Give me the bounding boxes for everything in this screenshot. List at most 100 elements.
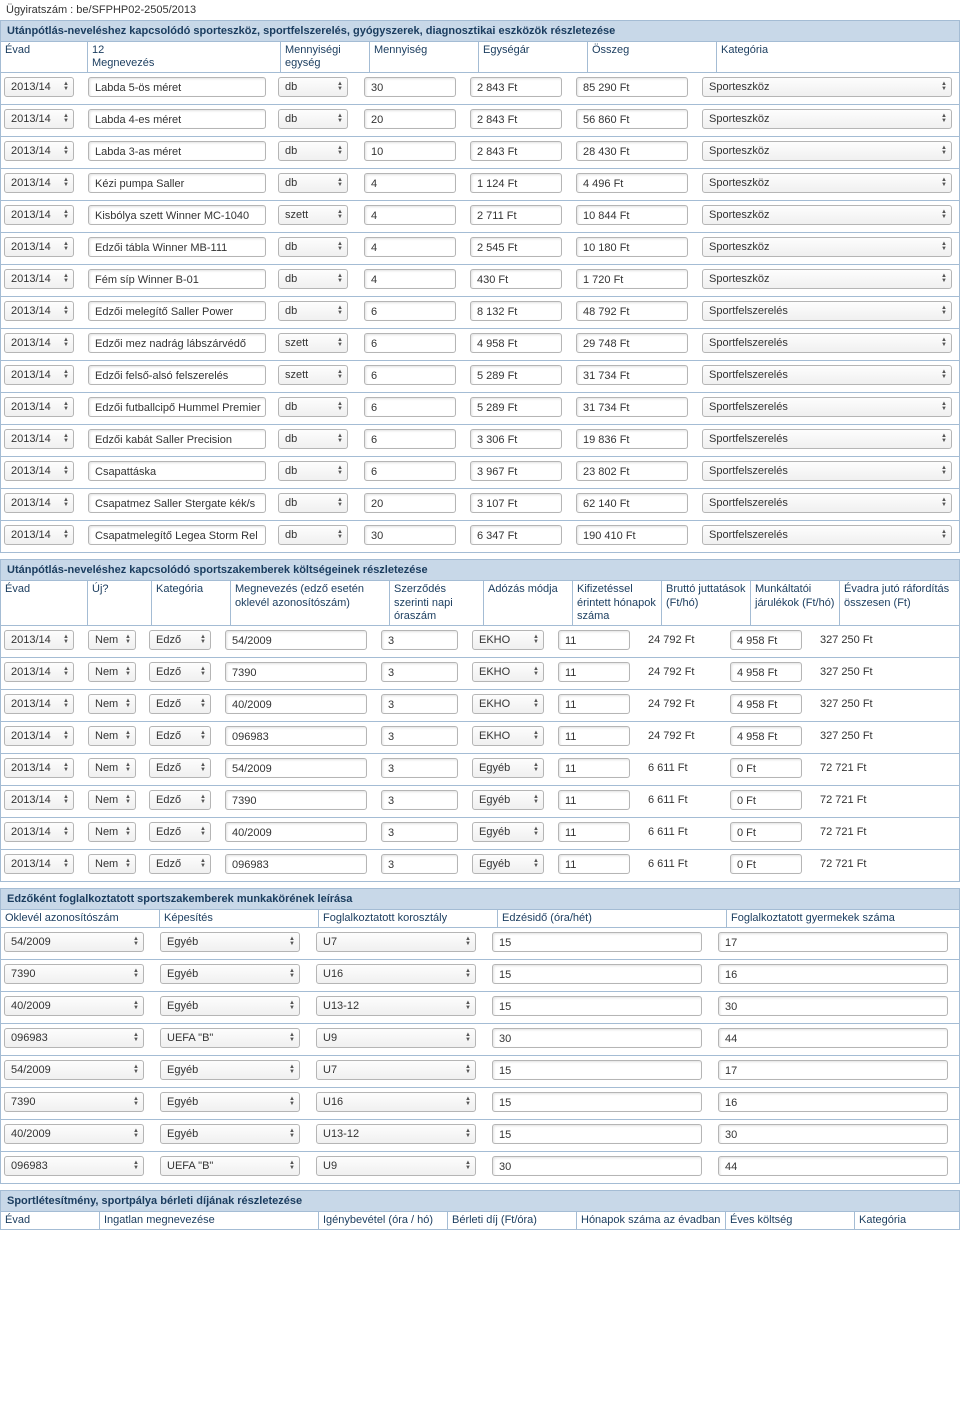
total-input[interactable]: 56 860 Ft [576, 109, 688, 129]
total-input[interactable]: 31 734 Ft [576, 365, 688, 385]
year-select[interactable]: 2013/14▲▼ [4, 726, 74, 746]
unit-select[interactable]: szett▲▼ [278, 205, 348, 225]
cat-select[interactable]: Edző▲▼ [149, 790, 211, 810]
hours-input[interactable]: 3 [381, 694, 458, 714]
category-select[interactable]: Sporteszköz▲▼ [702, 237, 952, 257]
train-input[interactable]: 15 [492, 964, 702, 984]
year-select[interactable]: 2013/14▲▼ [4, 141, 74, 161]
category-select[interactable]: Sportfelszerelés▲▼ [702, 365, 952, 385]
year-select[interactable]: 2013/14▲▼ [4, 854, 74, 874]
tax-select[interactable]: EKHO▲▼ [472, 726, 544, 746]
tax-select[interactable]: Egyéb▲▼ [472, 854, 544, 874]
qty-input[interactable]: 6 [364, 333, 456, 353]
age-select[interactable]: U9▲▼ [316, 1156, 476, 1176]
year-select[interactable]: 2013/14▲▼ [4, 461, 74, 481]
qty-input[interactable]: 10 [364, 141, 456, 161]
unit-select[interactable]: db▲▼ [278, 461, 348, 481]
price-input[interactable]: 5 289 Ft [470, 397, 562, 417]
new-select[interactable]: Nem▲▼ [88, 758, 136, 778]
name-input[interactable]: 40/2009 [225, 694, 367, 714]
price-input[interactable]: 2 545 Ft [470, 237, 562, 257]
qual-select[interactable]: Egyéb▲▼ [160, 964, 300, 984]
emp-input[interactable]: 4 958 Ft [730, 726, 802, 746]
year-select[interactable]: 2013/14▲▼ [4, 333, 74, 353]
name-input[interactable]: 096983 [225, 726, 367, 746]
qual-select[interactable]: Egyéb▲▼ [160, 1060, 300, 1080]
price-input[interactable]: 4 958 Ft [470, 333, 562, 353]
unit-select[interactable]: db▲▼ [278, 141, 348, 161]
train-input[interactable]: 15 [492, 1124, 702, 1144]
age-select[interactable]: U16▲▼ [316, 964, 476, 984]
age-select[interactable]: U7▲▼ [316, 932, 476, 952]
new-select[interactable]: Nem▲▼ [88, 790, 136, 810]
months-input[interactable]: 11 [558, 694, 630, 714]
year-select[interactable]: 2013/14▲▼ [4, 365, 74, 385]
price-input[interactable]: 3 967 Ft [470, 461, 562, 481]
age-select[interactable]: U9▲▼ [316, 1028, 476, 1048]
emp-input[interactable]: 4 958 Ft [730, 630, 802, 650]
name-input[interactable]: Kézi pumpa Saller [88, 173, 266, 193]
category-select[interactable]: Sportfelszerelés▲▼ [702, 429, 952, 449]
new-select[interactable]: Nem▲▼ [88, 630, 136, 650]
kids-input[interactable]: 44 [718, 1028, 948, 1048]
total-input[interactable]: 19 836 Ft [576, 429, 688, 449]
hours-input[interactable]: 3 [381, 854, 458, 874]
qty-input[interactable]: 20 [364, 109, 456, 129]
category-select[interactable]: Sporteszköz▲▼ [702, 141, 952, 161]
name-input[interactable]: Edzői melegítő Saller Power [88, 301, 266, 321]
name-input[interactable]: Edzői felső-alsó felszerelés [88, 365, 266, 385]
kids-input[interactable]: 30 [718, 1124, 948, 1144]
tax-select[interactable]: EKHO▲▼ [472, 662, 544, 682]
unit-select[interactable]: db▲▼ [278, 429, 348, 449]
year-select[interactable]: 2013/14▲▼ [4, 77, 74, 97]
train-input[interactable]: 30 [492, 1156, 702, 1176]
year-select[interactable]: 2013/14▲▼ [4, 173, 74, 193]
category-select[interactable]: Sportfelszerelés▲▼ [702, 301, 952, 321]
age-select[interactable]: U13-12▲▼ [316, 996, 476, 1016]
name-input[interactable]: 40/2009 [225, 822, 367, 842]
name-input[interactable]: 54/2009 [225, 758, 367, 778]
category-select[interactable]: Sporteszköz▲▼ [702, 269, 952, 289]
cat-select[interactable]: Edző▲▼ [149, 726, 211, 746]
year-select[interactable]: 2013/14▲▼ [4, 694, 74, 714]
name-input[interactable]: Labda 3-as méret [88, 141, 266, 161]
cat-select[interactable]: Edző▲▼ [149, 694, 211, 714]
year-select[interactable]: 2013/14▲▼ [4, 205, 74, 225]
unit-select[interactable]: szett▲▼ [278, 333, 348, 353]
qual-select[interactable]: UEFA "B"▲▼ [160, 1028, 300, 1048]
hours-input[interactable]: 3 [381, 822, 458, 842]
year-select[interactable]: 2013/14▲▼ [4, 822, 74, 842]
name-input[interactable]: Fém síp Winner B-01 [88, 269, 266, 289]
train-input[interactable]: 30 [492, 1028, 702, 1048]
price-input[interactable]: 2 843 Ft [470, 77, 562, 97]
months-input[interactable]: 11 [558, 758, 630, 778]
category-select[interactable]: Sportfelszerelés▲▼ [702, 397, 952, 417]
months-input[interactable]: 11 [558, 790, 630, 810]
category-select[interactable]: Sporteszköz▲▼ [702, 205, 952, 225]
unit-select[interactable]: db▲▼ [278, 493, 348, 513]
category-select[interactable]: Sporteszköz▲▼ [702, 173, 952, 193]
qual-select[interactable]: Egyéb▲▼ [160, 996, 300, 1016]
kids-input[interactable]: 16 [718, 964, 948, 984]
kids-input[interactable]: 16 [718, 1092, 948, 1112]
hours-input[interactable]: 3 [381, 790, 458, 810]
unit-select[interactable]: db▲▼ [278, 525, 348, 545]
year-select[interactable]: 2013/14▲▼ [4, 429, 74, 449]
qual-select[interactable]: UEFA "B"▲▼ [160, 1156, 300, 1176]
year-select[interactable]: 2013/14▲▼ [4, 493, 74, 513]
train-input[interactable]: 15 [492, 1092, 702, 1112]
total-input[interactable]: 28 430 Ft [576, 141, 688, 161]
total-input[interactable]: 48 792 Ft [576, 301, 688, 321]
year-select[interactable]: 2013/14▲▼ [4, 662, 74, 682]
qty-input[interactable]: 4 [364, 237, 456, 257]
months-input[interactable]: 11 [558, 822, 630, 842]
kids-input[interactable]: 17 [718, 932, 948, 952]
qty-input[interactable]: 6 [364, 429, 456, 449]
name-input[interactable]: Edzői kabát Saller Precision [88, 429, 266, 449]
year-select[interactable]: 2013/14▲▼ [4, 525, 74, 545]
name-input[interactable]: 7390 [225, 662, 367, 682]
cat-select[interactable]: Edző▲▼ [149, 630, 211, 650]
new-select[interactable]: Nem▲▼ [88, 822, 136, 842]
total-input[interactable]: 23 802 Ft [576, 461, 688, 481]
kids-input[interactable]: 17 [718, 1060, 948, 1080]
